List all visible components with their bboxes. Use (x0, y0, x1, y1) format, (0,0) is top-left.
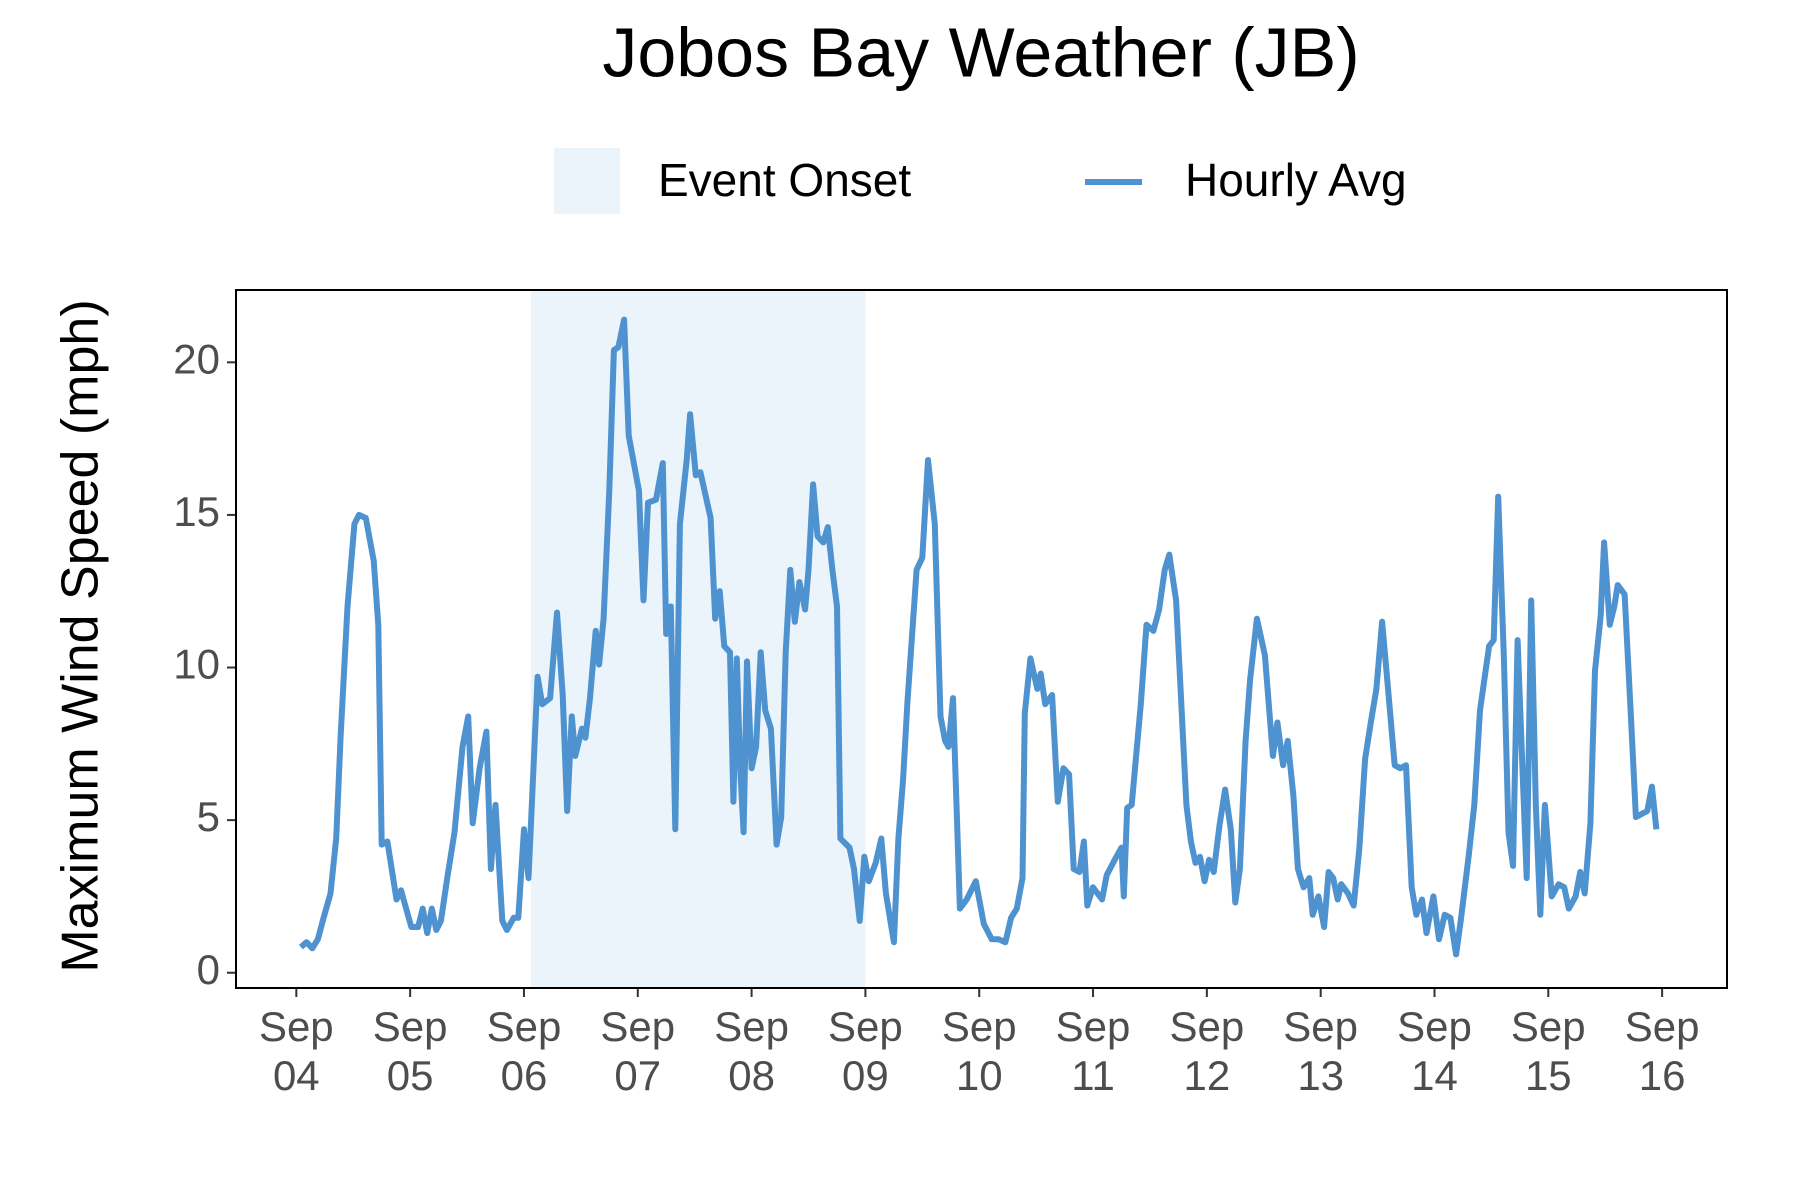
x-tick-label: Sep 06 (486, 1003, 562, 1100)
x-tick-label: Sep 09 (828, 1003, 903, 1100)
legend-label: Hourly Avg (1185, 154, 1407, 206)
event-band (530, 290, 866, 988)
x-tick-label: Sep 14 (1397, 1003, 1472, 1100)
line-series (298, 316, 1660, 958)
chart-title: Jobos Bay Weather (JB) (602, 13, 1359, 91)
x-tick-label: Sep 10 (941, 1003, 1017, 1100)
x-tick-label: Sep 07 (600, 1003, 676, 1100)
y-tick-label: 0 (197, 946, 220, 993)
x-tick-label: Sep 13 (1283, 1003, 1359, 1100)
x-tick-label: Sep 16 (1624, 1003, 1700, 1100)
y-tick-label: 10 (173, 641, 220, 688)
y-axis-label: Maximum Wind Speed (mph) (52, 299, 110, 972)
y-tick-label: 5 (197, 793, 220, 840)
x-tick-label: Sep 04 (258, 1003, 334, 1100)
x-tick-label: Sep 05 (372, 1003, 448, 1100)
x-tick-label: Sep 11 (1055, 1003, 1131, 1100)
y-tick-label: 20 (173, 335, 220, 382)
y-tick-label: 15 (173, 488, 220, 535)
x-tick-label: Sep 08 (714, 1003, 789, 1100)
x-tick-label: Sep 12 (1169, 1003, 1245, 1100)
x-tick-label: Sep 15 (1510, 1003, 1586, 1100)
plot-frame (235, 289, 1728, 989)
legend-label: Event Onset (658, 154, 911, 206)
legend-swatch (554, 148, 620, 214)
